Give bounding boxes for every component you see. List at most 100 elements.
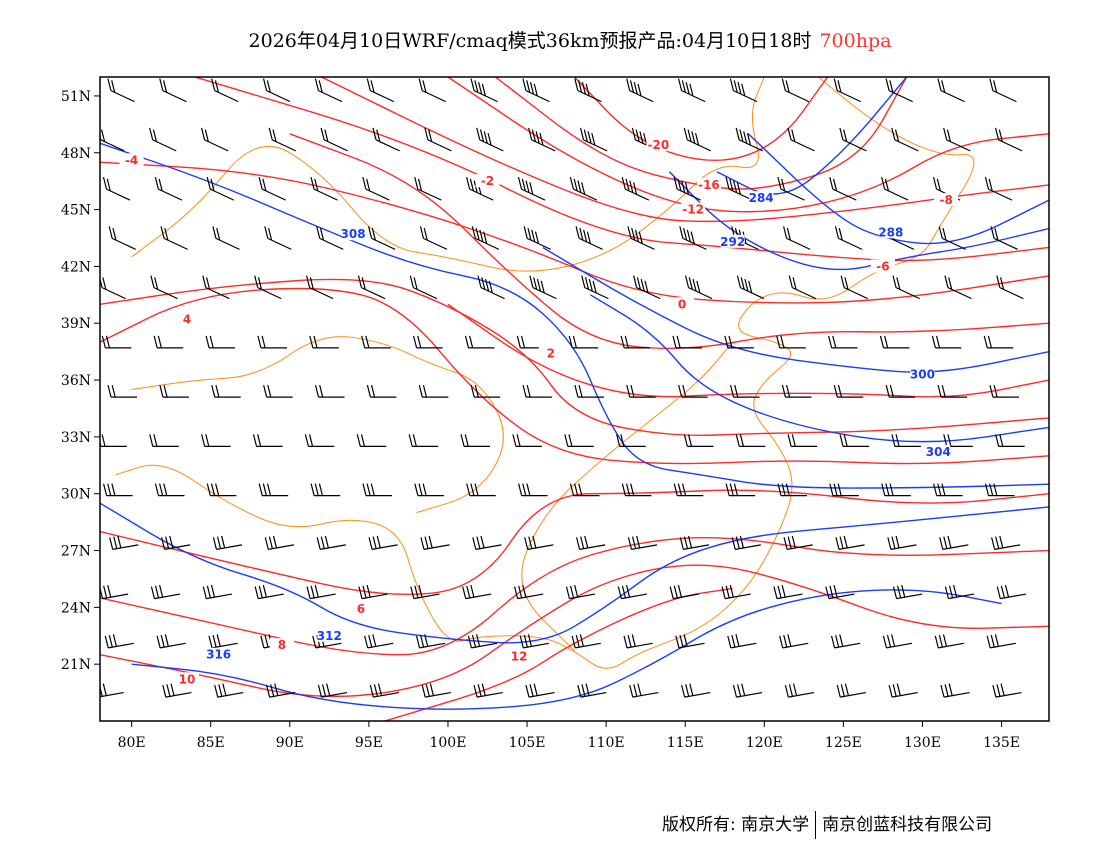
wind-barb	[678, 384, 708, 398]
wind-barb	[518, 483, 548, 497]
wind-barb	[264, 226, 292, 250]
wind-barb	[996, 585, 1027, 600]
wind-barb	[736, 275, 765, 300]
wind-barb	[825, 585, 855, 600]
wind-barb	[579, 127, 608, 152]
wind-barb	[581, 275, 609, 300]
wind-barb	[626, 78, 654, 103]
wind-barb	[154, 176, 183, 201]
height-contour-label-bg	[878, 225, 903, 239]
wind-barb	[314, 384, 345, 398]
temperature-contour-label-bg	[670, 297, 695, 311]
wind-barb	[673, 483, 704, 497]
wind-barb	[633, 275, 661, 300]
lon-tick-label: 135E	[983, 735, 1020, 751]
wind-barb	[679, 535, 710, 550]
wind-barb	[892, 275, 920, 300]
lat-tick-label: 45N	[61, 203, 91, 219]
wind-barb	[258, 176, 286, 201]
wind-barb	[149, 434, 179, 447]
wind-barb	[462, 585, 492, 600]
wind-barb	[410, 585, 440, 600]
wind-barb	[617, 585, 648, 600]
wind-barb	[575, 535, 606, 550]
height-contour-label-bg	[720, 234, 745, 248]
wind-barb	[783, 226, 811, 250]
wind-barb	[258, 483, 289, 497]
wind-barb	[464, 335, 495, 349]
axis-ticks: 80E 85E 90E 95E 100E 105E 110E 115E 120E 125E 130E…	[61, 89, 1020, 751]
wind-barb	[154, 483, 185, 497]
wind-barb	[986, 634, 1016, 649]
wind-barb	[470, 78, 498, 103]
wind-barb	[414, 483, 444, 497]
wind-barb	[835, 535, 865, 550]
wind-barb	[368, 535, 398, 550]
lon-tick-label: 90E	[276, 735, 304, 751]
wind-barb	[512, 434, 542, 447]
wind-barb	[731, 535, 761, 550]
temperature-contour-label-bg	[475, 174, 500, 188]
wind-barb	[669, 585, 699, 600]
wind-barb	[424, 127, 452, 152]
wind-barb	[984, 483, 1015, 497]
wind-barb	[202, 275, 230, 300]
wind-barb	[681, 683, 711, 698]
copyright-footer: 版权所有: 南京大学 南京创蓝科技有限公司	[662, 810, 992, 839]
temperature-contour-line	[100, 161, 1049, 304]
wind-barb	[943, 127, 971, 152]
wind-barb	[629, 683, 659, 698]
map-title: 2026年04月10日WRF/cmaq模式36km预报产品:04月10日18时 7…	[0, 26, 1100, 53]
wind-barb	[783, 535, 813, 550]
height-contour-label-bg	[926, 445, 951, 459]
temperature-contour-label-bg	[174, 312, 199, 326]
wind-barb	[788, 275, 817, 300]
title-text: 2026年04月10日WRF/cmaq模式36km预报产品:04月10日18时	[248, 30, 812, 52]
wind-barb	[944, 585, 975, 600]
lat-tick-label: 42N	[61, 259, 91, 275]
wind-barb	[364, 634, 394, 649]
temperature-contour-label-bg	[174, 672, 199, 686]
wind-barb	[830, 634, 861, 649]
copyright-left: 版权所有: 南京大学	[662, 815, 810, 835]
temperature-contour-line	[100, 278, 1049, 436]
wind-barb	[781, 78, 810, 103]
wind-barb	[937, 78, 965, 103]
wind-barb	[206, 176, 235, 201]
wind-barb	[781, 384, 812, 398]
wind-barb	[306, 585, 336, 600]
wind-barb	[574, 384, 604, 398]
wind-barb	[777, 483, 808, 497]
contour-labels: -20-16-12-8-6-4-202468101228428829230030…	[119, 138, 959, 686]
wind-barb	[104, 634, 134, 649]
wind-barb	[150, 275, 178, 300]
wind-barb	[732, 683, 763, 698]
wind-barb	[254, 585, 284, 600]
wind-barb	[991, 535, 1021, 550]
wind-barb	[153, 335, 184, 349]
pressure-level: 700hpa	[819, 30, 892, 52]
temperature-contour-label-bg	[269, 638, 294, 652]
wind-barb	[989, 384, 1019, 398]
wind-barb	[528, 127, 556, 152]
wind-barb	[212, 226, 240, 250]
temperature-contour-label: -4	[125, 153, 138, 167]
wind-barb	[891, 127, 919, 152]
wind-barb	[525, 683, 555, 698]
wind-barb	[885, 384, 916, 398]
wind-barb	[891, 434, 921, 447]
wind-barb	[623, 634, 653, 649]
wind-barb	[565, 585, 596, 600]
wind-barb	[200, 127, 229, 152]
temperature-contour-label: -16	[698, 178, 720, 192]
lat-tick-label: 24N	[61, 600, 91, 616]
wind-barb	[940, 683, 970, 698]
wind-barb	[829, 483, 859, 497]
wind-barb	[627, 535, 658, 550]
wind-barb	[414, 176, 442, 201]
map-frame	[99, 76, 1050, 722]
height-contour-label: 288	[878, 225, 903, 239]
temperature-contour-label: 8	[278, 638, 286, 652]
wind-barb	[933, 483, 963, 497]
wind-barb	[107, 384, 138, 398]
